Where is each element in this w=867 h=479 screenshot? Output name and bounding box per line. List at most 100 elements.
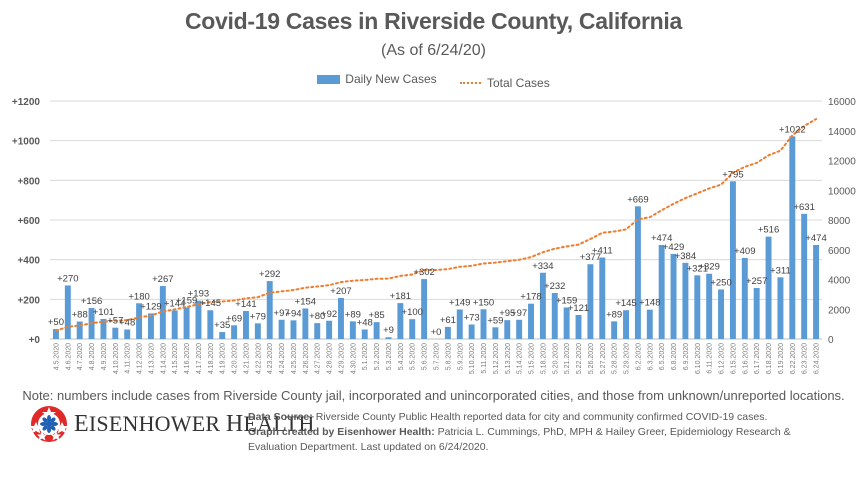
bar xyxy=(195,300,202,339)
bar xyxy=(314,323,321,339)
bar xyxy=(231,325,238,339)
bar-data-label: +516 xyxy=(758,225,779,236)
bar-data-label: +795 xyxy=(722,169,743,180)
x-axis-tick-label: 4.18.2020 xyxy=(208,343,215,374)
total-cases-line xyxy=(54,118,818,332)
bar-data-label: +292 xyxy=(259,269,280,280)
bar xyxy=(706,273,713,339)
x-axis-tick-label: 5.9.2020 xyxy=(457,343,464,370)
bar-data-label: +270 xyxy=(57,273,78,284)
bar-data-label: +250 xyxy=(710,277,731,288)
bar-data-label: +145 xyxy=(615,298,636,309)
bar xyxy=(290,320,297,339)
bar-data-label: +141 xyxy=(235,299,256,310)
x-axis-tick-label: 5.6.2020 xyxy=(422,343,429,370)
bar xyxy=(753,288,760,339)
right-axis-tick-label: 4000 xyxy=(828,276,851,287)
x-axis-tick-label: 4.8.2020 xyxy=(89,343,96,370)
bar xyxy=(147,313,154,339)
bar xyxy=(124,329,131,339)
bar-data-label: +88 xyxy=(72,310,88,321)
bar xyxy=(741,257,748,339)
bar xyxy=(623,310,629,339)
x-axis-tick-label: 6.15.2020 xyxy=(730,343,737,374)
x-axis-tick-label: 5.2.2020 xyxy=(374,343,381,370)
bar-data-label: +121 xyxy=(568,303,589,314)
bar-data-label: +97 xyxy=(511,308,527,319)
x-axis-tick-label: 6.18.2020 xyxy=(766,343,773,374)
bar-data-label: +73 xyxy=(464,313,480,324)
bar-data-label: +145 xyxy=(200,298,221,309)
x-axis-tick-label: 5.5.2020 xyxy=(410,343,417,370)
bar xyxy=(504,320,511,339)
x-axis-tick-label: 6.24.2020 xyxy=(814,343,821,374)
left-axis-tick-label: +200 xyxy=(17,295,40,306)
x-axis-tick-label: 6.22.2020 xyxy=(790,343,797,374)
bar-data-label: +411 xyxy=(592,245,613,256)
right-axis-tick-label: 16000 xyxy=(828,97,856,108)
bar xyxy=(516,319,523,339)
bar xyxy=(492,327,499,339)
chart-subtitle: (As of 6/24/20) xyxy=(381,42,486,59)
bar xyxy=(100,318,107,339)
bar xyxy=(813,244,820,339)
bar-data-label: +267 xyxy=(152,274,173,285)
legend-bar-swatch xyxy=(317,74,341,84)
x-axis-tick-label: 4.16.2020 xyxy=(184,343,191,374)
bar-data-labels: +50+270+88+156+101+57+48+180+129+267+144… xyxy=(48,124,827,338)
right-axis-tick-label: 0 xyxy=(828,335,834,346)
chart-legend: Daily New Cases Total Cases xyxy=(0,72,867,90)
bar xyxy=(444,326,451,339)
x-axis-tick-label: 4.12.2020 xyxy=(137,343,144,374)
bar-data-label: +80 xyxy=(309,311,325,322)
x-axis-tick-label: 4.28.2020 xyxy=(327,343,334,374)
bar-data-label: +429 xyxy=(663,242,684,253)
bar xyxy=(718,289,725,339)
bar-data-label: +92 xyxy=(321,309,337,320)
x-axis-tick-label: 4.27.2020 xyxy=(315,343,322,374)
bar-data-label: +302 xyxy=(413,267,434,278)
legend-label-total: Total Cases xyxy=(487,75,550,90)
bar xyxy=(385,337,392,339)
bar-data-label: +321 xyxy=(687,263,708,274)
x-axis-tick-label: 4.22.2020 xyxy=(255,343,262,374)
x-axis-tick-label: 5.8.2020 xyxy=(445,343,452,370)
left-axis-tick-label: +1000 xyxy=(12,137,41,148)
x-axis-tick-label: 5.28.2020 xyxy=(612,343,619,374)
bar-data-label: +329 xyxy=(698,262,719,273)
bar xyxy=(421,279,428,339)
x-axis-tick-label: 4.11.2020 xyxy=(125,343,132,374)
x-axis-tick-label: 4.9.2020 xyxy=(101,343,108,370)
bar-data-label: +59 xyxy=(487,315,503,326)
bar xyxy=(801,213,808,339)
bar-data-label: +148 xyxy=(639,298,660,309)
bar-data-label: +149 xyxy=(449,297,470,308)
bar xyxy=(243,311,249,339)
bar xyxy=(670,253,677,339)
x-axis-tick-label: 5.7.2020 xyxy=(434,343,441,370)
bar xyxy=(789,136,796,339)
bar xyxy=(563,307,570,339)
bar xyxy=(539,272,546,339)
bar-data-label: +50 xyxy=(48,317,64,328)
bar xyxy=(76,321,83,339)
left-axis-tick-label: +600 xyxy=(17,216,40,227)
bar-data-label: +89 xyxy=(606,309,622,320)
x-axis-tick-label: 5.27.2020 xyxy=(600,343,607,374)
bar xyxy=(777,277,784,339)
x-axis-tick-label: 6.12.2020 xyxy=(719,343,726,374)
logo-wordmark: EISENHOWER HEALTH xyxy=(74,410,315,437)
bar-data-label: +181 xyxy=(390,291,411,302)
x-axis-tick-label: 6.16.2020 xyxy=(742,343,749,374)
right-axis-tick-label: 14000 xyxy=(828,127,856,138)
legend-item-daily: Daily New Cases xyxy=(317,72,437,86)
x-axis-tick-label: 5.13.2020 xyxy=(505,343,512,374)
bar-data-label: +377 xyxy=(580,252,601,263)
bar xyxy=(646,309,653,339)
bar xyxy=(611,321,618,339)
x-axis-tick-label: 5.20.2020 xyxy=(552,343,559,374)
gridlines xyxy=(50,100,822,340)
left-axis-tick-label: +1200 xyxy=(12,97,41,108)
bar-data-label: +156 xyxy=(81,296,102,307)
x-axis-tick-label: 6.2.2020 xyxy=(635,343,642,370)
